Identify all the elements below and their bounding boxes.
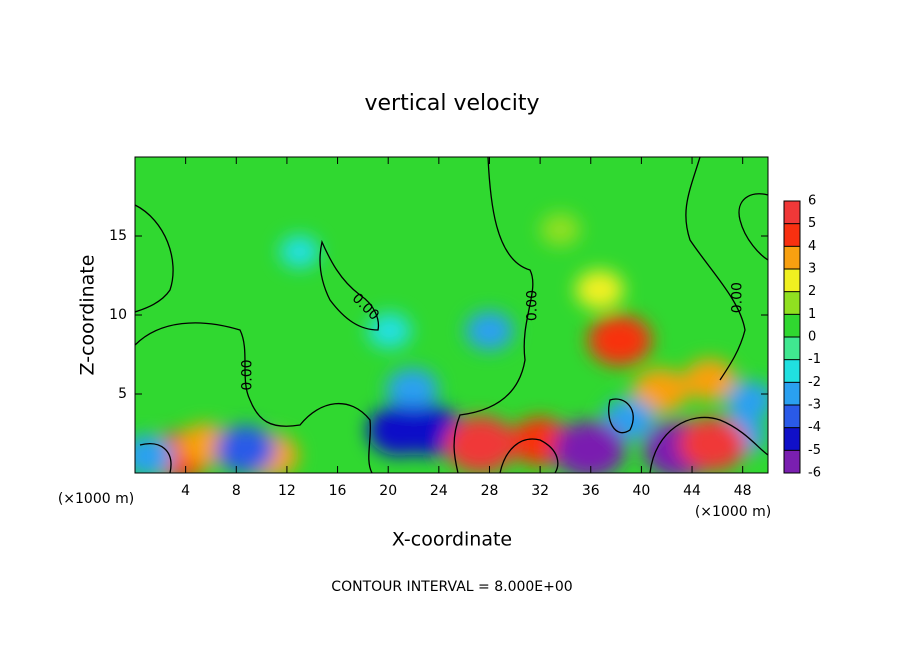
colorbar-swatch	[784, 427, 800, 451]
x-tick-label: 40	[632, 483, 650, 499]
contour-line	[139, 443, 172, 473]
colorbar-swatch	[784, 450, 800, 473]
contour-label: 0.00	[240, 359, 256, 390]
field-cell	[135, 434, 174, 473]
contour-line	[738, 193, 768, 261]
x-tick-label: 48	[734, 483, 752, 499]
x-tick-label: 4	[181, 483, 190, 499]
colorbar-swatch	[784, 223, 800, 247]
colorbar-swatch	[784, 314, 800, 337]
field-cell	[683, 358, 736, 401]
x-tick-label: 32	[531, 483, 549, 499]
contour-line	[685, 157, 746, 381]
field-cell	[215, 425, 276, 473]
contour-line	[319, 239, 380, 331]
colorbar-swatch	[784, 337, 800, 360]
colorbar-tick-label: 1	[808, 307, 816, 322]
contour-line	[135, 204, 174, 313]
x-tick-label: 44	[683, 483, 701, 499]
field-cell	[587, 314, 652, 366]
colorbar-tick-label: 5	[808, 216, 816, 231]
field-cell	[632, 368, 689, 414]
field-cell	[540, 213, 581, 247]
contour-line	[135, 322, 373, 473]
colorbar-swatch	[784, 201, 800, 224]
x-unit-label: (×1000 m)	[58, 491, 134, 507]
colorbar-tick-label: -4	[808, 420, 821, 435]
footer-note: CONTOUR INTERVAL = 8.000E+00	[331, 579, 572, 595]
contour-line	[453, 157, 534, 473]
x-tick-label: 28	[481, 483, 499, 499]
y-tick-label: 5	[118, 386, 127, 402]
colorbar-tick-label: -1	[808, 352, 821, 367]
x-tick-label: 8	[232, 483, 241, 499]
field-cell	[279, 235, 320, 269]
contour-label: 0.00	[525, 290, 541, 321]
x-tick-label: 24	[430, 483, 448, 499]
field-cell	[553, 420, 626, 473]
field-cell	[726, 380, 768, 420]
x-tick-label: 16	[329, 483, 347, 499]
field-cell	[444, 416, 517, 473]
colorbar-swatch	[784, 269, 800, 292]
field-cell	[386, 368, 439, 411]
colorbar-tick-label: -2	[808, 375, 821, 390]
contour-line	[608, 398, 634, 434]
field-cell	[465, 311, 514, 351]
x-tick-label: 12	[278, 483, 296, 499]
colorbar-tick-label: 4	[808, 239, 816, 254]
x-tick-label: 20	[379, 483, 397, 499]
colorbar-tick-label: 0	[808, 330, 816, 345]
zero-contours	[135, 157, 768, 473]
colorbar-swatch	[784, 359, 800, 383]
colorbar-swatch	[784, 246, 800, 269]
colorbar-swatch	[784, 291, 800, 315]
x-axis-label: X-coordinate	[392, 529, 512, 551]
colorbar-tick-label: -6	[808, 466, 821, 481]
x-unit-label: (×1000 m)	[695, 504, 771, 520]
x-tick-label: 36	[582, 483, 600, 499]
colorbar-tick-label: 3	[808, 262, 816, 277]
colorbar-tick-label: 2	[808, 284, 816, 299]
colorbar-tick-label: 6	[808, 194, 816, 209]
field	[135, 213, 768, 473]
field-cell	[678, 417, 747, 472]
y-tick-label: 10	[109, 307, 127, 323]
colorbar-tick-label: -5	[808, 443, 821, 458]
contour-line	[499, 438, 559, 473]
y-tick-label: 15	[109, 228, 127, 244]
contour-line	[649, 416, 768, 473]
field-cell	[575, 270, 624, 310]
colorbar-swatch	[784, 382, 800, 405]
chart-title: vertical velocity	[364, 91, 539, 116]
colorbar-swatch	[784, 405, 800, 428]
y-axis-label: Z-coordinate	[77, 255, 99, 376]
contour-label: 0.00	[730, 282, 746, 313]
colorbar-tick-label: -3	[808, 398, 821, 413]
